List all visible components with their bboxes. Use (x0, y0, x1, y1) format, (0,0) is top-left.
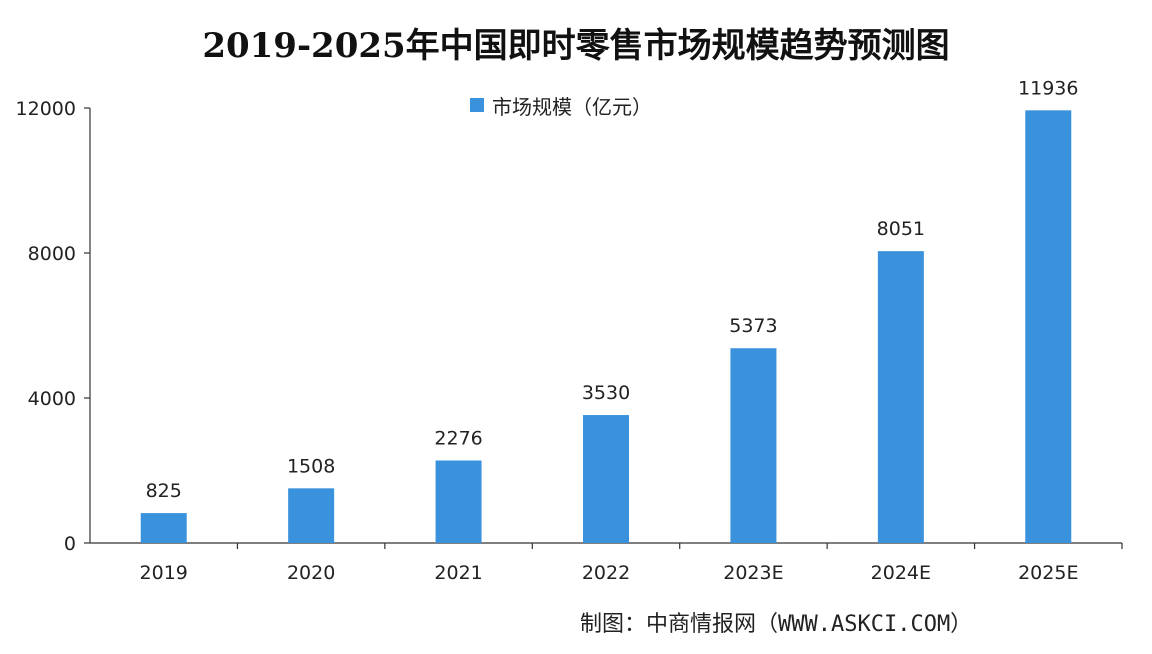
bar (877, 251, 924, 543)
bar (140, 513, 187, 543)
bar (435, 460, 482, 543)
x-tick-label: 2025E (1018, 562, 1078, 584)
data-label: 1508 (287, 455, 335, 477)
y-tick-label: 12000 (16, 98, 76, 120)
x-tick-label: 2020 (287, 562, 335, 584)
bar (583, 415, 629, 543)
data-label: 825 (146, 480, 182, 502)
data-label: 5373 (729, 315, 777, 337)
chart-title: 2019-2025年中国即时零售市场规模趋势预测图 (202, 26, 950, 66)
x-tick-label: 2021 (434, 562, 482, 584)
x-tick-label: 2022 (582, 562, 630, 584)
source-credit: 制图：中商情报网（WWW.ASKCI.COM） (580, 612, 973, 637)
y-tick-label: 0 (64, 533, 76, 555)
y-tick-label: 4000 (28, 388, 76, 410)
data-label: 11936 (1018, 77, 1078, 99)
data-label: 3530 (582, 382, 630, 404)
x-tick-label: 2024E (871, 562, 931, 584)
x-tick-label: 2023E (723, 562, 783, 584)
legend-label: 市场规模（亿元） (492, 94, 652, 119)
legend: 市场规模（亿元） (470, 92, 652, 119)
bar (288, 488, 335, 543)
y-tick-label: 8000 (28, 243, 76, 265)
legend-swatch (470, 98, 484, 112)
x-tick-label: 2019 (140, 562, 188, 584)
data-label: 2276 (434, 427, 482, 449)
bar (1025, 110, 1072, 543)
bar (730, 348, 777, 543)
data-label: 8051 (877, 218, 925, 240)
